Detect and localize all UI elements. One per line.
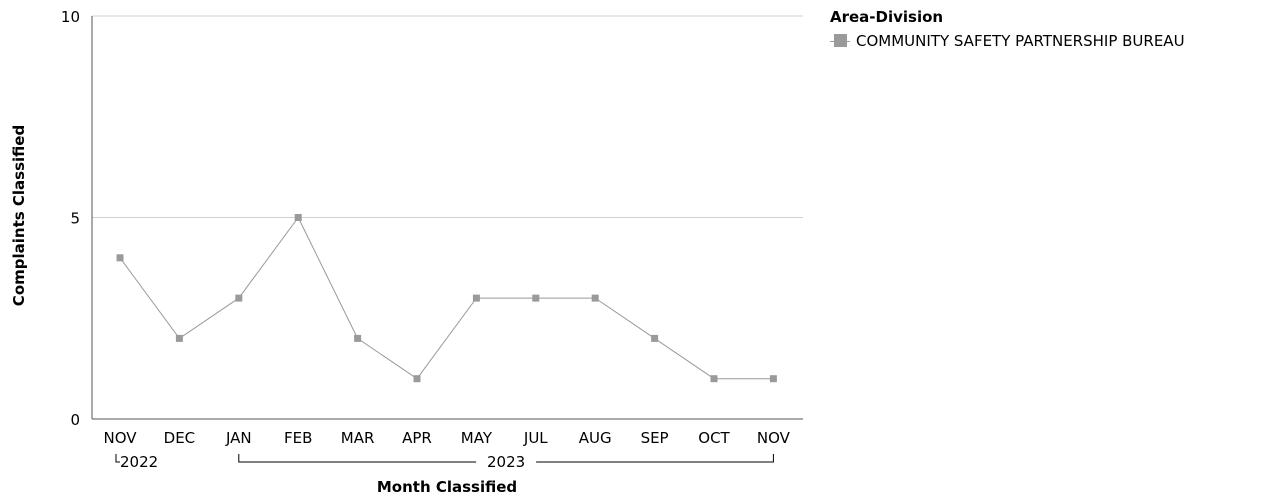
y-tick-label: 5	[70, 210, 80, 228]
x-tick-label: AUG	[579, 429, 612, 447]
year-label: 2022	[120, 453, 158, 471]
chart-canvas: 0 5 10 NOV DEC JAN FEB MAR APR MAY JUL AUG SEP OCT NOV…	[10, 8, 803, 496]
series-points	[116, 214, 777, 383]
legend-title: Area-Division	[830, 8, 944, 26]
data-point	[532, 294, 540, 302]
series-lines	[119, 216, 774, 380]
axes	[91, 16, 803, 420]
x-tick-label: MAR	[341, 429, 375, 447]
y-tick-label: 10	[61, 8, 80, 26]
x-tick-label: MAY	[461, 429, 493, 447]
year-label: 2023	[487, 453, 525, 471]
x-tick-label: NOV	[103, 429, 137, 447]
data-point	[354, 334, 362, 342]
x-tick-label: SEP	[641, 429, 669, 447]
gridlines	[92, 15, 803, 218]
year-bracket	[238, 454, 477, 463]
y-axis-title: Complaints Classified	[10, 125, 28, 306]
x-tick-label: APR	[402, 429, 432, 447]
y-tick-label: 0	[70, 411, 80, 429]
data-point	[294, 214, 302, 221]
year-bracket	[115, 454, 120, 463]
data-point	[591, 294, 599, 302]
x-axis-title: Month Classified	[377, 478, 517, 496]
legend-item[interactable]: COMMUNITY SAFETY PARTNERSHIP BUREAU	[830, 32, 1185, 50]
year-bracket	[536, 454, 774, 463]
data-point	[175, 334, 183, 342]
data-point	[710, 375, 718, 383]
tick-labels: 0 5 10 NOV DEC JAN FEB MAR APR MAY JUL AUG SEP OCT NOV…	[10, 8, 791, 496]
x-tick-label: FEB	[284, 429, 312, 447]
x-tick-label: OCT	[698, 429, 730, 447]
data-point	[413, 375, 421, 383]
x-tick-label: JUL	[523, 429, 548, 447]
data-point	[769, 375, 777, 383]
x-tick-label: JAN	[225, 429, 252, 447]
legend-item-label: COMMUNITY SAFETY PARTNERSHIP BUREAU	[856, 32, 1185, 50]
data-point	[235, 294, 243, 302]
x-tick-label: DEC	[164, 429, 196, 447]
legend-marker-icon	[830, 34, 850, 48]
legend: Area-Division COMMUNITY SAFETY PARTNERSH…	[830, 8, 1185, 50]
data-point	[651, 334, 659, 342]
data-point	[116, 254, 124, 262]
data-point	[472, 294, 480, 302]
x-tick-label: NOV	[757, 429, 791, 447]
series-line	[119, 216, 774, 380]
